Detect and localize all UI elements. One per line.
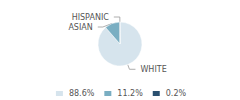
svg-text:88.6%: 88.6% [69, 89, 95, 98]
svg-text:0.2%: 0.2% [166, 89, 187, 98]
svg-text:HISPANIC: HISPANIC [72, 13, 110, 22]
svg-text:11.2%: 11.2% [117, 89, 143, 98]
svg-text:WHITE: WHITE [140, 65, 166, 74]
svg-text:ASIAN: ASIAN [68, 23, 92, 32]
